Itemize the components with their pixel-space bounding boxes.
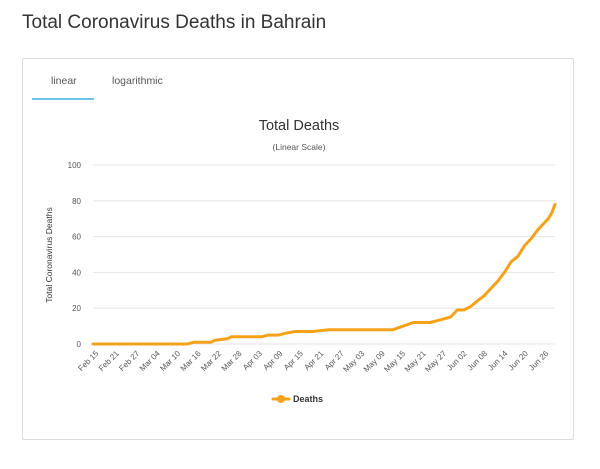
- y-tick-label: 60: [72, 233, 81, 242]
- x-tick-label: Mar 22: [199, 349, 223, 373]
- legend-marker: [277, 395, 285, 403]
- tab-logarithmic[interactable]: logarithmic: [112, 75, 163, 87]
- x-tick-label: Jun 20: [507, 349, 531, 373]
- series-line-deaths: [91, 202, 557, 346]
- x-tick-label: Mar 28: [220, 349, 244, 373]
- x-tick-label: Apr 03: [241, 349, 264, 372]
- tab-linear[interactable]: linear: [51, 75, 77, 87]
- x-tick-label: Mar 16: [179, 349, 203, 373]
- x-tick-label: May 27: [423, 349, 448, 374]
- y-tick-labels: 0 20 40 60 80 100: [68, 161, 82, 349]
- x-tick-label: Jun 26: [527, 349, 551, 373]
- x-tick-label: Jun 02: [445, 349, 469, 373]
- x-tick-label: May 09: [362, 349, 387, 374]
- x-tick-label: Apr 09: [261, 349, 284, 372]
- gridlines: [93, 164, 555, 345]
- y-tick-label: 100: [68, 161, 82, 170]
- page-title: Total Coronavirus Deaths in Bahrain: [22, 12, 327, 33]
- x-tick-label: Jun 14: [486, 349, 510, 373]
- x-tick-label: Feb 15: [76, 349, 100, 373]
- y-tick-label: 0: [77, 340, 82, 349]
- chart-card: linear logarithmic Total Deaths (Linear …: [22, 58, 574, 440]
- chart-subtitle: (Linear Scale): [273, 142, 326, 152]
- y-axis-label: Total Coronavirus Deaths: [44, 207, 54, 302]
- x-tick-label: Feb 27: [117, 349, 141, 373]
- x-tick-label: Mar 04: [138, 349, 162, 373]
- y-tick-label: 80: [72, 197, 81, 206]
- legend-label-deaths: Deaths: [293, 394, 323, 404]
- legend[interactable]: Deaths: [271, 394, 323, 404]
- x-tick-label: Feb 21: [97, 349, 121, 373]
- chart-title: Total Deaths: [259, 118, 340, 134]
- x-tick-label: Mar 10: [158, 349, 182, 373]
- x-tick-label: May 21: [403, 349, 428, 374]
- active-tab-indicator: [32, 98, 94, 100]
- x-tick-label: Jun 08: [466, 349, 490, 373]
- x-tick-label: May 15: [382, 349, 407, 374]
- x-tick-label: Apr 21: [302, 349, 325, 372]
- x-tick-label: May 03: [341, 349, 366, 374]
- y-tick-label: 20: [72, 304, 81, 313]
- y-tick-label: 40: [72, 268, 81, 277]
- deaths-chart: Total Deaths (Linear Scale) Total Corona…: [44, 118, 557, 404]
- series-deaths: [91, 202, 557, 346]
- x-tick-label: Apr 15: [282, 349, 305, 372]
- scale-tabs: linear logarithmic: [23, 59, 573, 103]
